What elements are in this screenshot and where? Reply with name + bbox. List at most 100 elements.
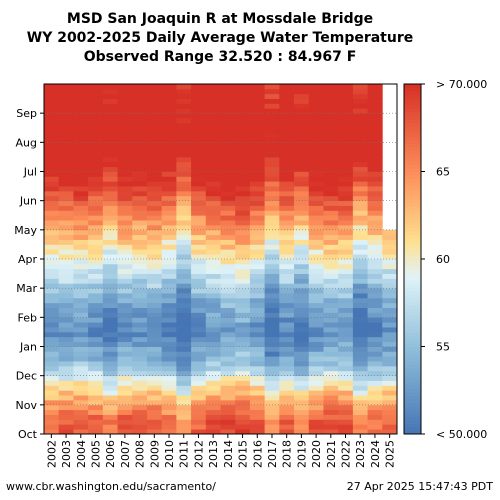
heatmap-cell xyxy=(191,361,207,367)
heatmap-cell xyxy=(146,93,163,99)
heatmap-cell xyxy=(191,210,207,216)
heatmap-cell xyxy=(176,429,192,435)
heatmap-cell xyxy=(338,132,354,138)
heatmap-cell xyxy=(367,190,383,197)
heatmap-cell xyxy=(323,317,339,323)
heatmap-cell xyxy=(205,375,221,381)
heatmap-cell xyxy=(73,297,89,304)
heatmap-cell xyxy=(146,166,163,172)
heatmap-cell xyxy=(146,317,163,323)
heatmap-cell xyxy=(44,263,60,270)
heatmap-cell xyxy=(338,312,354,318)
heatmap-cell xyxy=(73,171,89,177)
heatmap-cell xyxy=(146,108,163,114)
heatmap-cell xyxy=(279,273,295,279)
heatmap-cell xyxy=(220,220,236,226)
heatmap-cell xyxy=(146,234,163,240)
heatmap-cell xyxy=(146,142,163,148)
heatmap-cell xyxy=(117,395,133,401)
heatmap-cell xyxy=(102,375,118,381)
heatmap-cell xyxy=(58,424,74,430)
heatmap-cell xyxy=(205,322,221,328)
heatmap-cell xyxy=(73,210,89,216)
heatmap-cell xyxy=(382,307,398,313)
heatmap-cell xyxy=(235,122,251,129)
heatmap-cell xyxy=(161,103,177,109)
heatmap-cell xyxy=(338,341,354,347)
heatmap-cell xyxy=(338,176,354,182)
heatmap-cell xyxy=(132,181,148,187)
heatmap-cell xyxy=(338,370,354,377)
heatmap-cell xyxy=(102,317,118,323)
heatmap-cell xyxy=(44,195,60,202)
heatmap-cell xyxy=(279,263,295,270)
heatmap-cell xyxy=(308,229,324,236)
heatmap-cell xyxy=(102,113,118,119)
heatmap-cell xyxy=(176,195,192,202)
heatmap-cell xyxy=(235,224,251,231)
heatmap-cell xyxy=(264,147,280,153)
heatmap-cell xyxy=(161,336,177,343)
heatmap-cell xyxy=(220,118,236,124)
heatmap-cell xyxy=(117,263,133,270)
heatmap-cell xyxy=(352,341,368,347)
heatmap-cell xyxy=(382,414,398,420)
chart-subtitle: Observed Range 32.520 : 84.967 F xyxy=(83,49,357,65)
heatmap-cell xyxy=(220,93,236,99)
heatmap-cell xyxy=(161,390,177,396)
heatmap-cell xyxy=(367,229,383,236)
heatmap-cell xyxy=(279,181,295,187)
heatmap-cell xyxy=(146,375,163,381)
heatmap-cell xyxy=(264,195,280,202)
colorbar-swatch xyxy=(404,171,421,176)
heatmap-cell xyxy=(161,312,177,318)
colorbar-swatch xyxy=(404,164,421,169)
heatmap-cell xyxy=(367,263,383,270)
heatmap-cell xyxy=(323,205,339,211)
heatmap-cell xyxy=(367,88,383,95)
heatmap-cell xyxy=(102,327,118,333)
heatmap-cell xyxy=(367,370,383,377)
heatmap-cell xyxy=(146,259,163,265)
heatmap-cell xyxy=(294,283,310,289)
heatmap-cell xyxy=(264,137,280,143)
colorbar-swatch xyxy=(404,157,421,162)
heatmap-cell xyxy=(308,370,324,377)
heatmap-cell xyxy=(191,322,207,328)
heatmap-cell xyxy=(338,215,354,221)
heatmap-cell xyxy=(88,297,104,304)
heatmap-cell xyxy=(338,84,354,90)
heatmap-cell xyxy=(294,322,310,328)
heatmap-cell xyxy=(323,404,339,411)
colorbar-swatch xyxy=(404,381,421,386)
heatmap-cell xyxy=(235,215,251,221)
heatmap-cell xyxy=(294,205,310,211)
heatmap-cell xyxy=(73,302,89,309)
heatmap-cell xyxy=(264,399,280,406)
heatmap-cell xyxy=(249,161,266,168)
heatmap-cell xyxy=(279,103,295,109)
heatmap-cell xyxy=(294,404,310,411)
heatmap-cell xyxy=(249,259,266,265)
heatmap-cell xyxy=(161,239,177,245)
heatmap-cell xyxy=(44,234,60,240)
heatmap-cell xyxy=(308,118,324,124)
heatmap-cell xyxy=(58,297,74,304)
heatmap-cell xyxy=(352,399,368,406)
heatmap-cell xyxy=(88,370,104,377)
heatmap-cell xyxy=(367,419,383,425)
heatmap-cell xyxy=(308,127,324,134)
heatmap-cell xyxy=(308,312,324,318)
heatmap-cell xyxy=(88,84,104,90)
heatmap-cell xyxy=(220,122,236,129)
heatmap-cell xyxy=(117,234,133,240)
heatmap-cell xyxy=(338,98,354,104)
heatmap-cell xyxy=(44,108,60,114)
heatmap-cell xyxy=(323,195,339,202)
heatmap-cell xyxy=(264,293,280,299)
heatmap-cell xyxy=(146,297,163,304)
heatmap-cell xyxy=(205,302,221,309)
heatmap-cell xyxy=(205,181,221,187)
heatmap-cell xyxy=(279,254,295,260)
